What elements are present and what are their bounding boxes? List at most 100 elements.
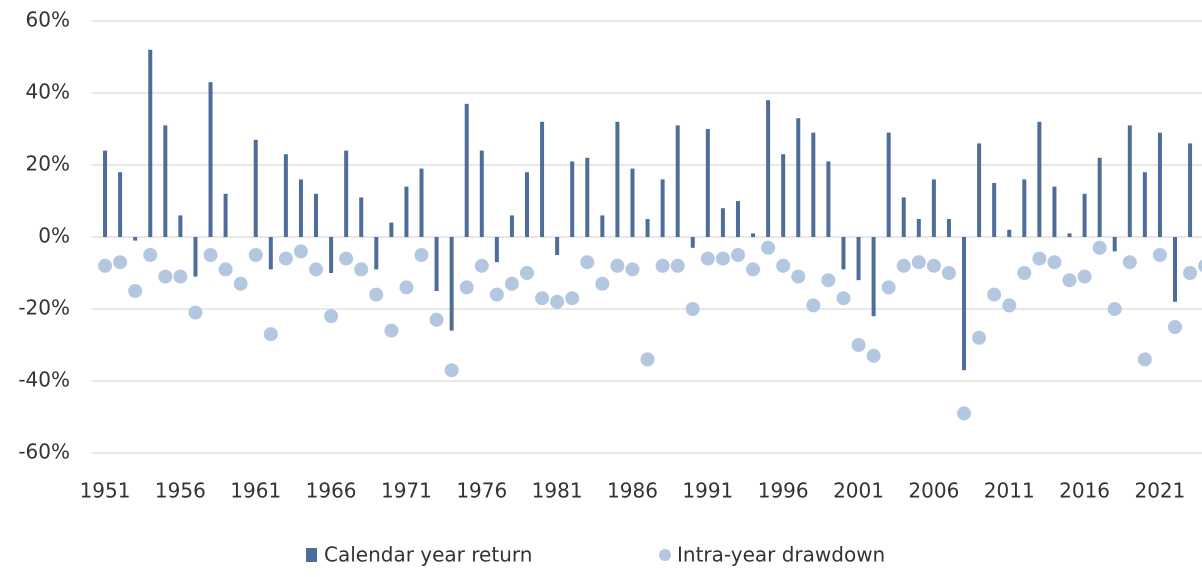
- dot: [1107, 302, 1122, 316]
- bar: [570, 161, 575, 237]
- bar: [1097, 157, 1102, 237]
- dot: [1137, 352, 1152, 367]
- bar: [1188, 143, 1193, 237]
- dot: [987, 287, 1002, 302]
- dot: [233, 276, 248, 291]
- bar: [359, 197, 364, 237]
- bar: [645, 219, 650, 237]
- bar: [585, 157, 590, 237]
- dot: [98, 258, 113, 273]
- bar: [494, 237, 499, 263]
- bar: [1022, 179, 1027, 237]
- dot: [173, 269, 188, 284]
- dot: [851, 338, 866, 352]
- x-tick-label: 2001: [833, 479, 884, 503]
- dot: [685, 302, 700, 316]
- dot: [429, 312, 444, 327]
- dot: [941, 266, 956, 280]
- dot: [1002, 298, 1017, 313]
- legend-label: Intra-year drawdown: [677, 543, 885, 567]
- bar: [1007, 229, 1012, 237]
- dot: [399, 280, 414, 295]
- bar: [540, 121, 545, 237]
- dot: [535, 291, 550, 306]
- dot: [519, 266, 534, 280]
- x-tick-label: 2006: [908, 479, 959, 503]
- dot: [625, 262, 640, 277]
- dot: [339, 251, 354, 266]
- bar: [193, 237, 198, 277]
- dot: [1198, 259, 1202, 273]
- dot: [957, 406, 972, 421]
- dot: [565, 291, 580, 306]
- bar: [103, 150, 108, 237]
- x-tick-label: 1951: [80, 479, 131, 503]
- dot: [459, 280, 474, 295]
- dot: [1047, 255, 1062, 270]
- legend-label: Calendar year return: [324, 543, 532, 567]
- bar: [283, 154, 288, 237]
- y-tick-label: 60%: [26, 8, 70, 32]
- dot: [293, 244, 308, 259]
- bar: [962, 237, 967, 371]
- dot: [504, 276, 519, 291]
- bar: [253, 139, 258, 237]
- bar: [886, 132, 891, 237]
- dot: [203, 248, 218, 262]
- dot: [1183, 266, 1198, 280]
- dot: [218, 262, 233, 277]
- x-tick-label: 2016: [1059, 479, 1110, 503]
- bar: [705, 129, 710, 237]
- dot: [746, 262, 761, 277]
- dot: [309, 262, 324, 277]
- dot: [188, 305, 203, 320]
- bar: [1067, 233, 1072, 237]
- dot: [263, 327, 278, 342]
- x-tick-label: 1966: [306, 479, 357, 503]
- x-tick-label: 1961: [230, 479, 281, 503]
- dot: [595, 276, 610, 291]
- dot: [791, 269, 806, 284]
- bar: [931, 179, 936, 237]
- bar: [796, 118, 801, 237]
- dot: [1092, 240, 1107, 255]
- bar: [208, 82, 213, 237]
- legend-swatch: [659, 549, 671, 561]
- dot: [761, 240, 776, 255]
- bar: [449, 237, 454, 331]
- bar: [404, 186, 409, 237]
- dot: [113, 255, 128, 270]
- bar: [871, 237, 876, 317]
- bar: [1127, 125, 1132, 237]
- bar: [268, 237, 273, 270]
- bar: [148, 49, 153, 237]
- dot: [278, 251, 293, 266]
- dot: [715, 251, 730, 266]
- dot: [610, 258, 625, 273]
- x-tick-label: 1986: [607, 479, 658, 503]
- dot: [324, 309, 339, 324]
- bar: [841, 237, 846, 270]
- dot: [1062, 273, 1077, 288]
- bar: [675, 125, 680, 237]
- y-tick-label: -60%: [18, 440, 70, 464]
- dot: [911, 255, 926, 270]
- bar: [946, 219, 951, 237]
- dot: [1017, 266, 1032, 280]
- bar: [118, 172, 123, 237]
- bar: [133, 237, 138, 241]
- bar: [479, 150, 484, 237]
- dot: [414, 248, 429, 262]
- bar: [660, 179, 665, 237]
- bar: [163, 125, 168, 237]
- bar: [992, 183, 997, 237]
- dot: [806, 298, 821, 313]
- bar: [178, 215, 183, 237]
- x-tick-label: 1971: [381, 479, 432, 503]
- dot: [489, 287, 504, 302]
- bar: [1142, 172, 1147, 237]
- dot: [881, 280, 896, 295]
- dot: [128, 284, 143, 298]
- bar: [615, 121, 620, 237]
- bar: [856, 237, 861, 281]
